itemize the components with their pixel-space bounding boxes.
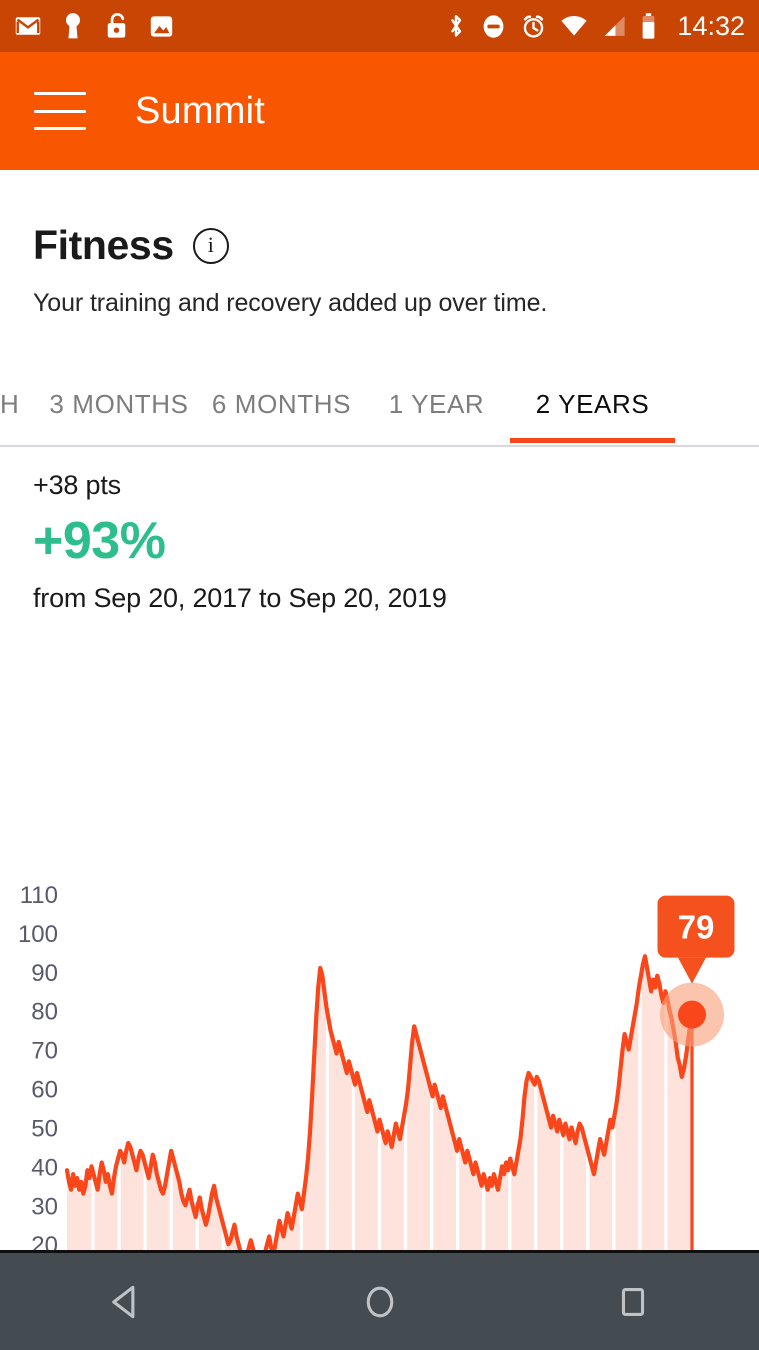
date-range: from Sep 20, 2017 to Sep 20, 2019 [33, 583, 447, 613]
fitness-chart[interactable]: 010203040506070809010011079FebJulNov2018… [0, 695, 759, 1337]
tab-6-months[interactable]: 6 MONTHS [200, 365, 363, 443]
y-tick-label: 70 [31, 1038, 58, 1065]
info-icon[interactable]: i [192, 227, 229, 264]
status-bar: 14:32 [0, 0, 759, 52]
chart-tooltip-value: 79 [678, 909, 715, 946]
bluetooth-icon [451, 14, 462, 37]
page-header: Fitness i Your training and recovery add… [0, 170, 759, 318]
page-title-row: Fitness i [33, 222, 759, 269]
status-bar-clock: 14:32 [677, 10, 745, 41]
app-bar: Summit [0, 52, 759, 170]
android-nav-bar [0, 1250, 759, 1350]
status-bar-system-icons: 14:32 [445, 11, 745, 42]
chart-value-tooltip: 79 [657, 895, 735, 984]
tab-3-months[interactable]: 3 MONTHS [38, 365, 200, 443]
tab-1-month[interactable]: H [0, 365, 38, 443]
tab-label: 3 MONTHS [49, 388, 189, 419]
tab-active-underline [510, 438, 675, 443]
summary-block: +38 pts +93% from Sep 20, 2017 to Sep 20… [33, 470, 447, 614]
y-tick-label: 40 [31, 1154, 58, 1181]
page-subtitle: Your training and recovery added up over… [33, 289, 548, 317]
app-title: Summit [135, 89, 265, 132]
chart-line [64, 954, 695, 1274]
home-button[interactable] [320, 1252, 440, 1350]
tab-2-years[interactable]: 2 YEARS [510, 365, 675, 443]
back-button[interactable] [67, 1252, 187, 1350]
y-tick-label: 30 [31, 1193, 58, 1220]
image-icon [150, 15, 173, 37]
hamburger-icon[interactable] [34, 92, 86, 130]
y-tick-label: 100 [18, 921, 58, 948]
alarm-icon [524, 15, 544, 38]
time-range-tabs: H 3 MONTHS 6 MONTHS 1 YEAR 2 YEARS [0, 365, 759, 447]
fitness-chart-svg[interactable]: 010203040506070809010011079FebJulNov2018… [0, 695, 759, 1350]
back-icon [111, 1285, 134, 1318]
keyhole-icon [66, 13, 80, 39]
home-icon [366, 1286, 393, 1317]
tabs-divider [0, 445, 759, 447]
status-bar-notifications [14, 12, 175, 40]
tab-1-year[interactable]: 1 YEAR [363, 365, 510, 443]
wifi-icon [561, 15, 588, 36]
percent-delta: +93% [33, 512, 166, 570]
tab-label: H [0, 388, 20, 419]
recents-icon [621, 1287, 644, 1316]
recents-button[interactable] [573, 1252, 693, 1350]
y-tick-label: 90 [31, 960, 58, 987]
do-not-disturb-icon [484, 14, 504, 38]
cell-signal-icon [605, 16, 626, 36]
y-tick-label: 60 [31, 1077, 58, 1104]
tab-label: 2 YEARS [535, 388, 650, 419]
y-tick-label: 110 [20, 882, 58, 909]
chart-marker-dot [678, 1000, 706, 1029]
main-content: Fitness i Your training and recovery add… [0, 170, 759, 1337]
gmail-icon [15, 17, 41, 35]
battery-icon [643, 13, 655, 39]
y-tick-label: 50 [31, 1115, 58, 1142]
page-title: Fitness [33, 222, 174, 268]
points-delta: +38 pts [33, 470, 121, 500]
y-tick-label: 80 [31, 999, 58, 1026]
tab-label: 1 YEAR [388, 388, 485, 419]
tab-label: 6 MONTHS [211, 388, 352, 419]
unlock-icon [107, 12, 126, 38]
